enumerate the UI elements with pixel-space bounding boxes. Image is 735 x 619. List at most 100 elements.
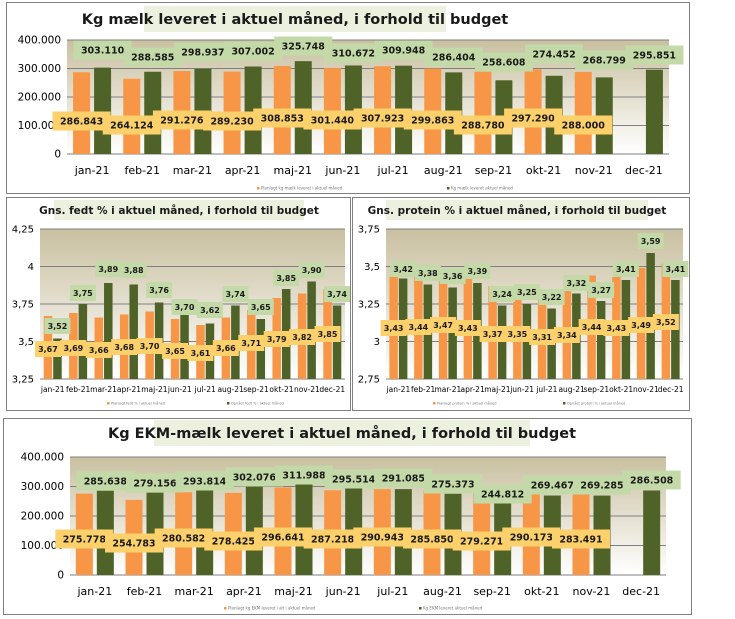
x-tick-label: sep-21 xyxy=(473,585,510,598)
data-label-actual: 274.452 xyxy=(532,49,575,60)
data-label-background-budget xyxy=(479,326,506,342)
data-label-background-actual xyxy=(588,282,615,298)
data-label-background-budget xyxy=(263,331,290,347)
data-label-budget: 285.850 xyxy=(410,534,454,545)
data-label-background-budget xyxy=(238,335,265,351)
legend-swatch xyxy=(433,402,436,405)
x-tick-label: feb-21 xyxy=(411,385,435,394)
data-label-budget: 299.863 xyxy=(411,115,454,126)
bar-actual xyxy=(94,67,112,154)
data-label-actual: 3,42 xyxy=(393,265,413,274)
data-label-background-budget xyxy=(314,326,341,342)
data-label-background-actual xyxy=(123,47,182,67)
data-label-actual: 3,25 xyxy=(517,288,537,297)
bar-actual xyxy=(645,69,663,154)
x-tick-label: sep-21 xyxy=(243,385,269,394)
data-label-budget: 3,44 xyxy=(582,323,602,332)
x-tick-label: dec-21 xyxy=(622,585,660,598)
y-tick-label: 200.000 xyxy=(21,511,64,523)
data-label-background-actual xyxy=(474,52,533,72)
legend-label: Planlagt protein % i aktuel måned xyxy=(437,401,497,406)
chart-ekm: Kg EKM-mælk leveret i aktuel måned, i fo… xyxy=(21,420,681,611)
data-label-actual: 3,62 xyxy=(200,306,220,315)
x-tick-label: maj-21 xyxy=(484,385,510,394)
data-label-background-actual xyxy=(390,261,417,277)
data-label-budget: 3,82 xyxy=(292,333,312,342)
data-label-background-budget xyxy=(453,115,512,135)
data-label-background-budget xyxy=(502,527,561,547)
x-tick-label: nov-21 xyxy=(294,385,320,394)
y-tick-label: 0 xyxy=(54,149,61,161)
chart-title: Kg mælk leveret i aktuel måned, i forhol… xyxy=(82,11,509,28)
data-label-actual: 268.799 xyxy=(583,55,626,66)
legend-swatch xyxy=(224,607,227,610)
data-label-budget: 308.853 xyxy=(261,113,304,124)
data-label-background-actual xyxy=(225,467,284,487)
bar-actual xyxy=(104,283,113,379)
chart-title-background xyxy=(54,200,304,220)
data-label-budget: 301.440 xyxy=(311,115,355,126)
data-label-budget: 3,69 xyxy=(64,344,84,353)
data-label-actual: 3,22 xyxy=(542,293,562,302)
x-tick-label: mar-21 xyxy=(434,385,461,394)
data-label-actual: 3,27 xyxy=(591,286,611,295)
legend-swatch xyxy=(227,402,230,405)
data-label-background-budget xyxy=(136,338,163,354)
chart-title-background xyxy=(154,420,530,446)
x-tick-label: jan-21 xyxy=(74,164,110,177)
x-tick-label: nov-21 xyxy=(575,164,613,177)
data-label-budget: 3,37 xyxy=(483,330,503,339)
data-label-budget: 297.290 xyxy=(511,113,555,124)
data-label-actual: 295.851 xyxy=(633,50,676,61)
y-tick-label: 3,25 xyxy=(12,375,34,386)
data-label-budget: 289.230 xyxy=(210,116,254,127)
data-label-budget: 3,43 xyxy=(384,324,404,333)
data-label-background-actual xyxy=(662,261,689,277)
bar-actual xyxy=(244,66,262,154)
x-tick-label: mar-21 xyxy=(173,164,212,177)
data-label-budget: 279.271 xyxy=(460,536,503,547)
data-label-actual: 3,70 xyxy=(175,303,195,312)
y-tick-label: 2,75 xyxy=(358,375,380,386)
data-label-budget: 288.000 xyxy=(562,120,606,131)
x-tick-label: dec-21 xyxy=(625,164,663,177)
x-tick-label: jan-21 xyxy=(386,385,411,394)
data-label-budget: 290.943 xyxy=(361,532,404,543)
data-label-actual: 279.156 xyxy=(133,478,177,489)
x-tick-label: dec-21 xyxy=(319,385,345,394)
data-label-actual: 295.514 xyxy=(332,474,376,485)
x-tick-label: dec-21 xyxy=(658,385,684,394)
y-tick-label: 3,75 xyxy=(12,300,34,311)
bar-actual xyxy=(448,287,457,379)
x-tick-label: aug-21 xyxy=(423,585,462,598)
data-label-background-actual xyxy=(424,474,482,494)
data-label-actual: 3,39 xyxy=(468,267,488,276)
data-label-actual: 3,75 xyxy=(73,289,93,298)
data-label-background-budget xyxy=(203,111,262,131)
data-label-actual: 3,52 xyxy=(48,322,68,331)
x-tick-label: jun-21 xyxy=(509,385,534,394)
data-label-background-budget xyxy=(553,327,580,343)
x-tick-label: mar-21 xyxy=(90,385,117,394)
data-label-background-budget xyxy=(628,317,655,333)
x-tick-label: aug-21 xyxy=(217,385,244,394)
bar-actual xyxy=(294,61,312,154)
data-label-actual: 3,89 xyxy=(98,265,118,274)
data-label-background-actual xyxy=(196,302,223,318)
data-label-background-actual xyxy=(275,465,333,485)
data-label-background-actual xyxy=(525,44,584,64)
data-label-background-actual xyxy=(374,40,433,60)
x-tick-label: aug-21 xyxy=(424,164,463,177)
data-label-actual: 3,24 xyxy=(492,290,512,299)
legend-label: Kg mælk leveret aktuel måned xyxy=(451,186,513,191)
data-label-budget: 3,34 xyxy=(557,331,577,340)
x-tick-label: jun-21 xyxy=(325,585,361,598)
data-label-background-actual xyxy=(69,285,96,301)
data-label-background-budget xyxy=(212,340,239,356)
data-label-background-actual xyxy=(374,468,433,488)
data-label-budget: 3,47 xyxy=(433,321,453,330)
data-label-background-budget xyxy=(552,529,610,549)
x-tick-label: okt-21 xyxy=(524,585,559,598)
data-label-budget: 307.923 xyxy=(361,113,404,124)
legend-label: Planlagt kg EKM leveret i alt i aktuel m… xyxy=(228,606,316,611)
